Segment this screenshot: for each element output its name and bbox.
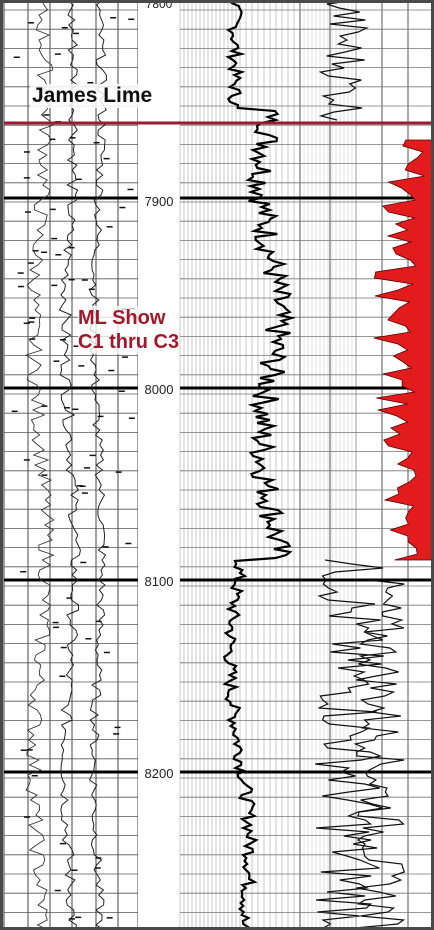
depth-label-8200: 8200 — [145, 766, 174, 781]
depth-label-8100: 8100 — [145, 574, 174, 589]
formation-top-label: James Lime — [30, 84, 155, 108]
log-curves — [11, 0, 434, 930]
depth-label-7900: 7900 — [145, 194, 174, 209]
track-gamma-ray — [179, 0, 434, 930]
depth-label-8000: 8000 — [145, 382, 174, 397]
show-annotation-line1: ML Show — [78, 306, 166, 330]
depth-label-7800: 7800 — [146, 0, 173, 11]
show-annotation-line2: C1 thru C3 — [78, 330, 180, 354]
depth-labels: 7800 7900 8000 8100 8200 — [145, 0, 174, 781]
depth-track — [138, 0, 180, 930]
track-gas-chromatograph — [180, 0, 434, 930]
